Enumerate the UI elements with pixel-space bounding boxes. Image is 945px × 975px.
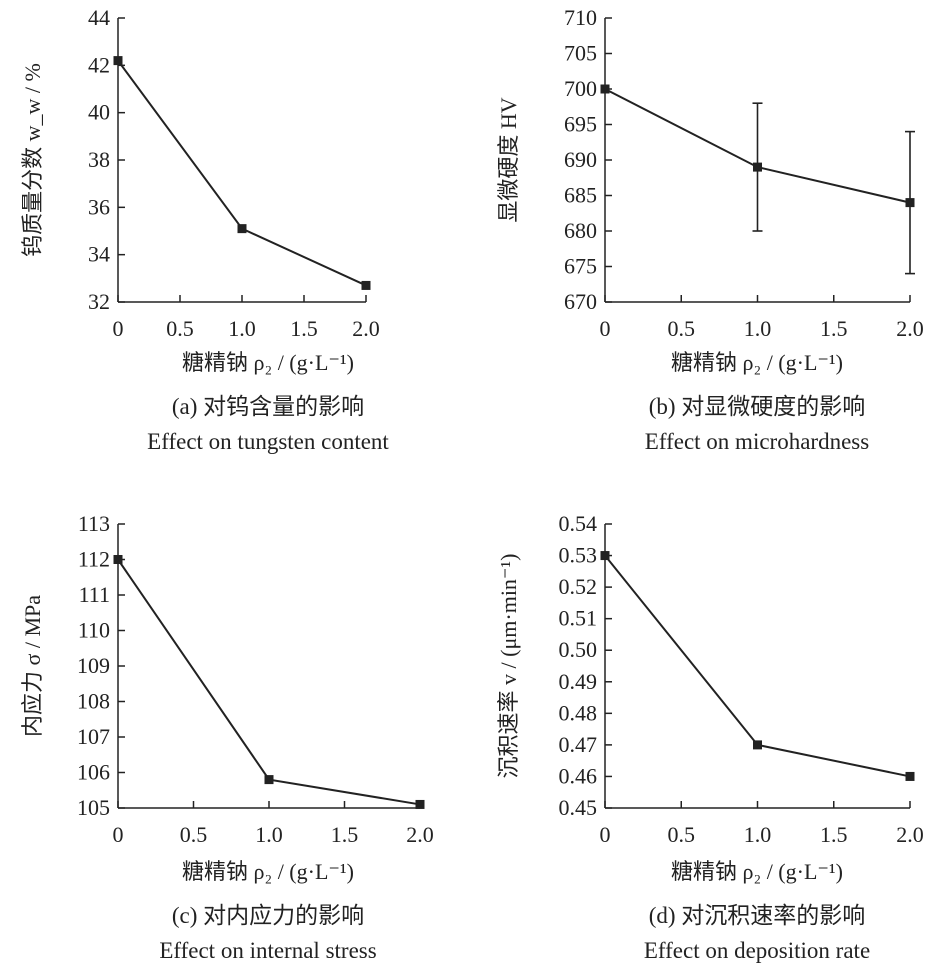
y-tick-label: 0.54 bbox=[559, 511, 598, 536]
x-axis-label: 糖精钠 ρ₂ / (g·L⁻¹) bbox=[182, 859, 354, 884]
series-line bbox=[117, 558, 421, 806]
x-axis-label: 糖精钠 ρ₂ / (g·L⁻¹) bbox=[182, 350, 354, 375]
data-point bbox=[361, 280, 371, 290]
y-tick-label: 695 bbox=[564, 112, 597, 137]
data-point bbox=[905, 198, 915, 208]
y-tick-label: 690 bbox=[564, 147, 597, 172]
y-tick-label: 36 bbox=[88, 194, 110, 219]
y-tick-label: 0.45 bbox=[559, 795, 598, 820]
x-tick-label: 0 bbox=[113, 822, 124, 847]
y-tick-label: 710 bbox=[564, 5, 597, 30]
y-tick-label: 40 bbox=[88, 100, 110, 125]
data-point bbox=[600, 551, 610, 561]
y-tick-label: 0.48 bbox=[559, 700, 598, 725]
x-tick-label: 1.5 bbox=[331, 822, 359, 847]
data-point bbox=[415, 799, 425, 809]
x-tick-label: 1.5 bbox=[290, 316, 318, 341]
caption-en: Effect on tungsten content bbox=[147, 429, 389, 454]
data-point bbox=[113, 56, 123, 66]
y-tick-label: 680 bbox=[564, 218, 597, 243]
chart-panel-d: 0.450.460.470.480.490.500.510.520.530.54… bbox=[496, 511, 924, 963]
y-tick-label: 0.49 bbox=[559, 669, 598, 694]
series-line bbox=[117, 60, 367, 287]
y-axis-label: 钨质量分数 w_w / % bbox=[20, 63, 45, 257]
chart-panel-c: 105 106 107 108 109 110 111 112 113 0 0.5 1.0 1.5 2.0… bbox=[20, 511, 434, 963]
y-tick-label: 107 bbox=[77, 724, 110, 749]
x-tick-label: 1.0 bbox=[255, 822, 283, 847]
data-point bbox=[600, 84, 610, 94]
y-tick-label: 111 bbox=[79, 582, 110, 607]
y-tick-label: 109 bbox=[77, 653, 110, 678]
x-tick-label: 0 bbox=[113, 316, 124, 341]
y-tick-label: 34 bbox=[88, 242, 110, 267]
y-axis-label: 内应力 σ / MPa bbox=[20, 595, 45, 737]
y-tick-label: 0.53 bbox=[559, 543, 598, 568]
y-tick-label: 685 bbox=[564, 183, 597, 208]
caption-cn: (b) 对显微硬度的影响 bbox=[649, 394, 866, 419]
y-axis-label: 显微硬度 HV bbox=[496, 97, 521, 222]
y-tick-label: 42 bbox=[88, 52, 110, 77]
data-point bbox=[753, 162, 762, 172]
y-tick-label: 108 bbox=[77, 689, 110, 714]
y-axis-label: 沉积速率 v / (μm·min⁻¹) bbox=[496, 554, 521, 779]
y-tick-label: 32 bbox=[88, 289, 110, 314]
x-tick-label: 2.0 bbox=[406, 822, 434, 847]
caption-en: Effect on deposition rate bbox=[644, 938, 870, 963]
x-tick-label: 0.5 bbox=[668, 822, 696, 847]
x-tick-label: 2.0 bbox=[896, 316, 924, 341]
data-point bbox=[113, 555, 123, 564]
y-tick-label: 113 bbox=[78, 511, 110, 536]
y-tick-label: 0.50 bbox=[559, 637, 598, 662]
x-axis-label: 糖精钠 ρ₂ / (g·L⁻¹) bbox=[671, 350, 843, 375]
x-tick-label: 2.0 bbox=[896, 822, 924, 847]
y-tick-label: 675 bbox=[564, 254, 597, 279]
x-tick-label: 0.5 bbox=[180, 822, 208, 847]
x-tick-label: 0.5 bbox=[668, 316, 696, 341]
x-tick-label: 1.0 bbox=[744, 822, 772, 847]
x-tick-label: 0.5 bbox=[166, 316, 194, 341]
y-tick-label: 112 bbox=[78, 547, 110, 572]
y-tick-label: 0.47 bbox=[559, 732, 598, 757]
y-tick-label: 705 bbox=[564, 41, 597, 66]
caption-cn: (d) 对沉积速率的影响 bbox=[649, 903, 866, 928]
data-point bbox=[905, 771, 915, 781]
x-tick-label: 1.0 bbox=[744, 316, 772, 341]
x-axis-label: 糖精钠 ρ₂ / (g·L⁻¹) bbox=[671, 859, 843, 884]
x-tick-label: 1.5 bbox=[820, 316, 848, 341]
x-tick-label: 0 bbox=[600, 316, 611, 341]
data-point bbox=[237, 224, 247, 234]
y-tick-label: 0.52 bbox=[559, 574, 598, 599]
caption-cn: (c) 对内应力的影响 bbox=[172, 903, 364, 928]
chart-panel-a: 32 34 36 38 40 42 44 0 0.5 1.0 1.5 2.0 钨质量分数 w_w / %… bbox=[20, 5, 389, 454]
y-tick-label: 106 bbox=[77, 760, 110, 785]
caption-cn: (a) 对钨含量的影响 bbox=[172, 394, 364, 419]
y-tick-label: 670 bbox=[564, 289, 597, 314]
x-tick-label: 2.0 bbox=[352, 316, 380, 341]
data-point bbox=[753, 740, 762, 750]
y-tick-label: 700 bbox=[564, 76, 597, 101]
chart-panel-b: 670 675 680 685 690 695 700 705 710 0 0.5 1.0 1.5 2.0… bbox=[496, 5, 924, 454]
caption-en: Effect on internal stress bbox=[159, 938, 376, 963]
y-tick-label: 0.51 bbox=[559, 606, 598, 631]
y-tick-label: 110 bbox=[78, 618, 110, 643]
y-tick-label: 105 bbox=[77, 795, 110, 820]
data-point bbox=[264, 775, 274, 785]
y-tick-label: 0.46 bbox=[559, 763, 598, 788]
x-tick-label: 0 bbox=[600, 822, 611, 847]
x-tick-label: 1.5 bbox=[820, 822, 848, 847]
y-tick-label: 44 bbox=[88, 5, 110, 30]
caption-en: Effect on microhardness bbox=[645, 429, 869, 454]
x-tick-label: 1.0 bbox=[228, 316, 256, 341]
y-tick-label: 38 bbox=[88, 147, 110, 172]
